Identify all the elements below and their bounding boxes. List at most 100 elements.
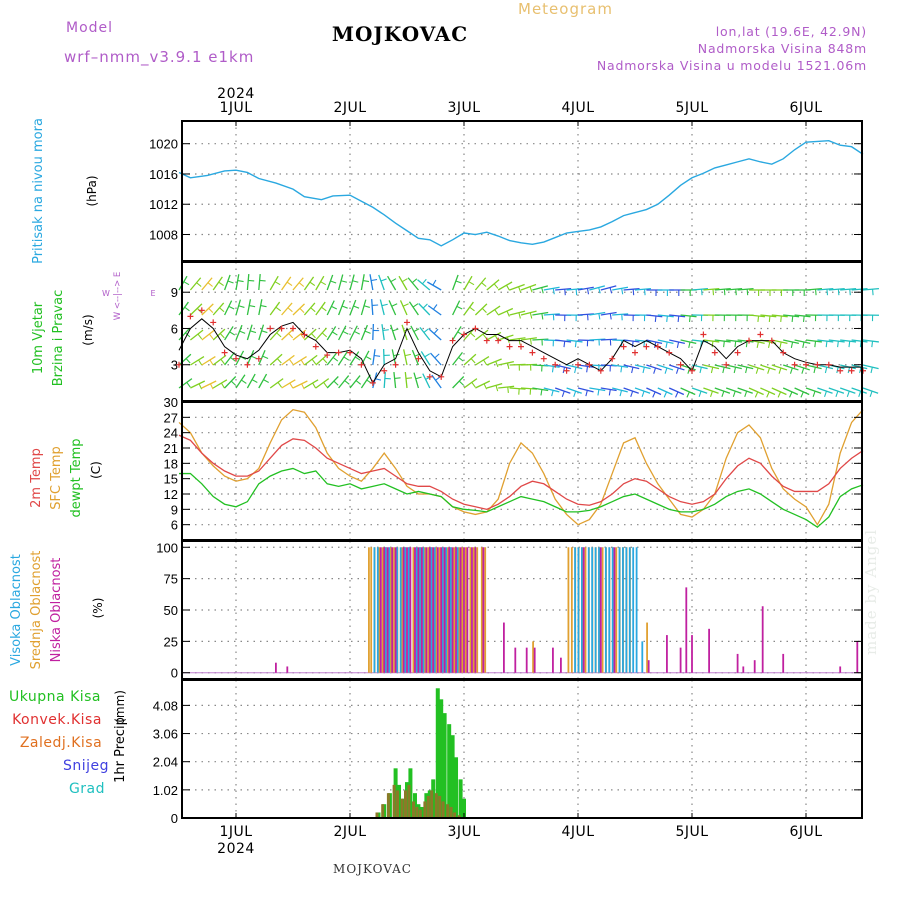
wind-barb (430, 352, 442, 366)
wind-barb (379, 299, 385, 316)
precip-conv-bar (392, 784, 396, 818)
wind-barb-tick (540, 389, 543, 396)
wind-barb-tick (340, 280, 348, 283)
wind-barb-tick (642, 367, 645, 374)
wind-barb (413, 372, 420, 389)
wind-barb-tick (653, 367, 657, 374)
precip-conv-bar (404, 790, 407, 818)
wind-barb-tick (495, 361, 499, 368)
wind-barb-tick (802, 315, 805, 323)
wind-barb-tick (354, 330, 360, 335)
y-tick-label: 3.06 (153, 727, 178, 742)
wind-barb (680, 339, 697, 344)
wind-barb (407, 277, 419, 291)
wind-barb-tick (185, 332, 191, 338)
y-tick-label: 9 (171, 285, 178, 300)
wind-barb-tick (507, 386, 509, 394)
wind-barb (387, 275, 397, 291)
wind-barb-tick (321, 332, 328, 338)
wind-barb (623, 339, 640, 343)
wind-barb (326, 300, 335, 316)
precip-conv-bar (441, 801, 445, 818)
wind-barb (497, 307, 514, 316)
wind-barb-tick (847, 367, 851, 374)
wind-barb (258, 324, 265, 341)
y-tick-label: 9 (171, 502, 178, 517)
wind-barb (315, 327, 327, 341)
wind-barb-tick (310, 307, 316, 313)
wind-barb-tick (495, 385, 499, 392)
wind-barb-tick (413, 328, 420, 333)
precip-conv-bar (396, 790, 400, 818)
wind-gust-marker (221, 349, 228, 356)
wind-gust-marker (495, 337, 502, 344)
wind-barb-tick (609, 287, 613, 294)
wind-barb-tick (735, 289, 737, 296)
cloud-low-axis-label: Niska Oblacnost (49, 558, 64, 663)
wind-barb-tick (789, 367, 793, 374)
wind-barb (201, 329, 215, 341)
panel-frame-pressure (181, 120, 863, 262)
precip-legend-item: Snijeg (63, 758, 109, 774)
bottom-day-label: 1JUL (219, 824, 252, 840)
wind-barb (398, 275, 408, 291)
wind-barb-tick (609, 313, 612, 320)
wind-barb (349, 299, 357, 316)
wind-barb (668, 387, 685, 396)
wind-barb-tick (209, 359, 214, 366)
wind-barb (532, 285, 549, 291)
wind-barb (760, 387, 776, 396)
pressure-line (178, 139, 864, 247)
precip-total-bar (454, 757, 459, 818)
precip-conv-bar (375, 812, 379, 818)
wind-barb (794, 314, 811, 318)
wind-gust-marker (255, 355, 262, 362)
wind-gust-marker (757, 331, 764, 338)
wind-barb (452, 376, 465, 389)
bottom-day-label: 4JUL (561, 824, 594, 840)
wind-barb (805, 339, 822, 343)
wind-barb-tick (394, 377, 401, 379)
precip-legend-item: Ukupna Kisa (9, 689, 101, 705)
wind-barb (178, 327, 191, 341)
wind-barb (269, 353, 283, 366)
wind-barb-tick (390, 278, 397, 283)
temp-2m-line (178, 434, 864, 511)
wind-barb-tick (470, 358, 476, 364)
wind-barb-tick (754, 391, 759, 398)
wind-barb-tick (468, 281, 475, 286)
wind-barb-tick (869, 390, 873, 397)
wind-barb-tick (483, 383, 488, 390)
wind-barb (691, 287, 708, 291)
wind-barb (782, 387, 799, 396)
wind-barb (235, 324, 243, 341)
bottom-year-label: 2024 (217, 841, 255, 857)
wind-barb-tick (424, 353, 431, 358)
wind-barb-tick (768, 315, 771, 323)
precip-total-bar (458, 779, 463, 818)
top-day-label: 1JUL (219, 100, 252, 116)
wind-barb (520, 283, 537, 291)
wind-barb (714, 364, 731, 370)
wind-barb (612, 364, 629, 368)
pressure-unit-label: (hPa) (85, 175, 99, 206)
wind-barb (452, 351, 463, 366)
wind-barb (292, 355, 307, 366)
wind-barb (178, 301, 189, 316)
wind-barb-tick (723, 341, 725, 348)
wind-barb-tick (631, 367, 634, 374)
wind-barb-tick (871, 341, 874, 348)
wind-barb-tick (699, 367, 702, 374)
wind-barb-tick (711, 341, 714, 348)
wind-barb-tick (209, 383, 214, 390)
wind-barb (452, 326, 462, 341)
wind-barb (520, 310, 537, 316)
wind-gust-marker (825, 361, 832, 368)
wind-barb-tick (227, 280, 234, 284)
wind-barb-tick (506, 310, 510, 317)
wind-barb-tick (301, 383, 305, 390)
wind-barb (269, 275, 279, 291)
wind-barb (304, 354, 318, 366)
wind-barbs (178, 274, 880, 398)
wind-barb (646, 364, 662, 371)
